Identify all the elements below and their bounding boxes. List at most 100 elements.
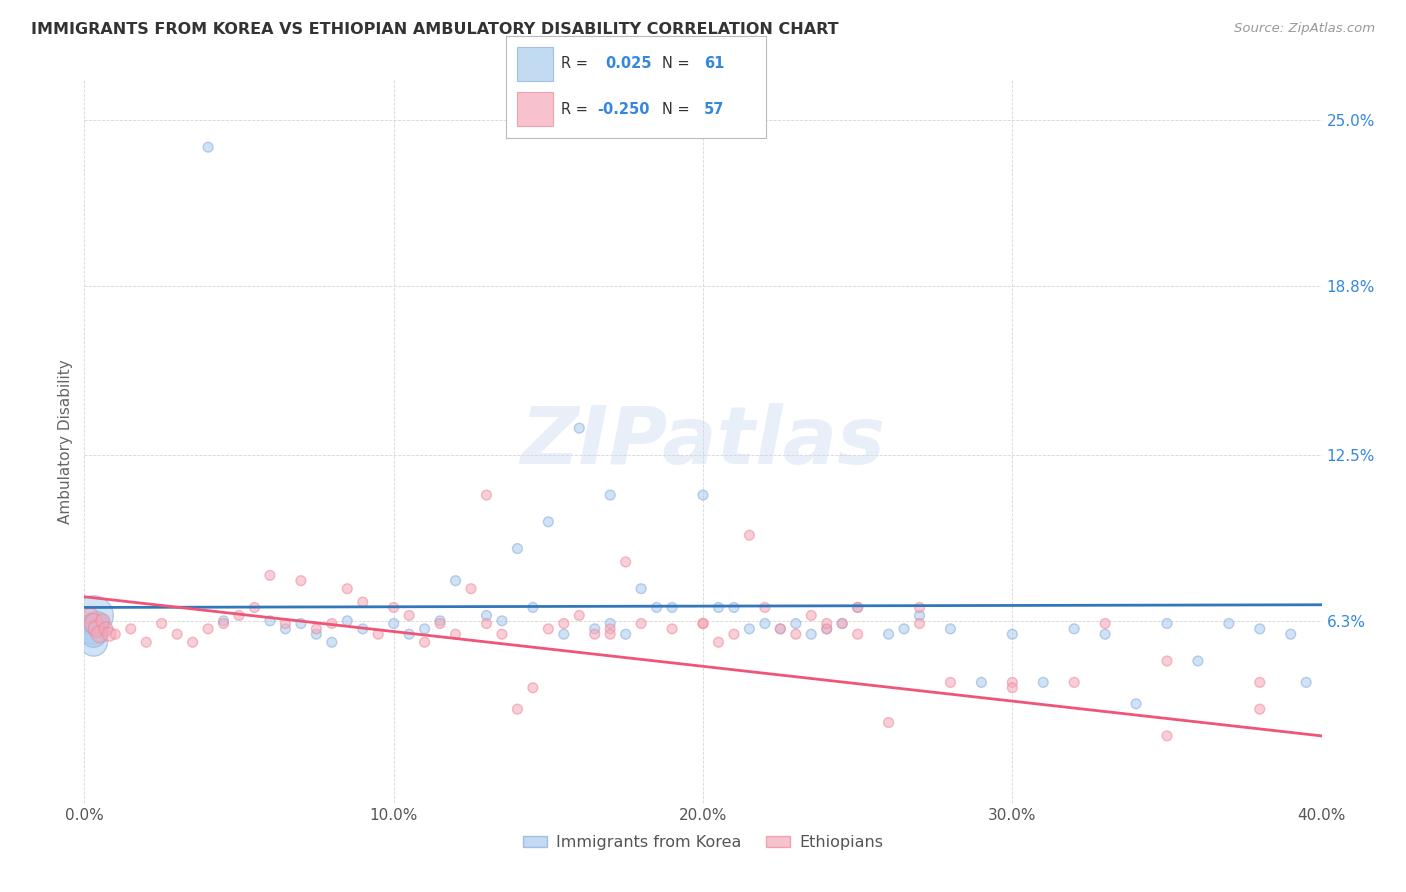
- Point: [197, 622, 219, 636]
- Point: [290, 616, 312, 631]
- Legend: Immigrants from Korea, Ethiopians: Immigrants from Korea, Ethiopians: [516, 829, 890, 856]
- Point: [1187, 654, 1209, 668]
- Point: [321, 616, 343, 631]
- Point: [846, 627, 869, 641]
- Point: [86, 616, 108, 631]
- Point: [939, 622, 962, 636]
- Point: [104, 627, 127, 641]
- Point: [707, 600, 730, 615]
- Text: -0.250: -0.250: [598, 102, 650, 117]
- Point: [877, 715, 900, 730]
- Point: [815, 616, 838, 631]
- Text: 0.025: 0.025: [605, 56, 651, 71]
- Point: [98, 627, 121, 641]
- Point: [197, 140, 219, 154]
- Point: [645, 600, 668, 615]
- Point: [599, 488, 621, 502]
- Point: [94, 622, 117, 636]
- Point: [259, 614, 281, 628]
- Point: [1279, 627, 1302, 641]
- Point: [1001, 627, 1024, 641]
- Point: [754, 616, 776, 631]
- Point: [475, 488, 498, 502]
- Point: [321, 635, 343, 649]
- Point: [754, 600, 776, 615]
- Point: [166, 627, 188, 641]
- Text: N =: N =: [662, 56, 690, 71]
- Point: [553, 616, 575, 631]
- Point: [831, 616, 853, 631]
- Point: [630, 616, 652, 631]
- Point: [429, 616, 451, 631]
- Point: [970, 675, 993, 690]
- Point: [769, 622, 792, 636]
- Point: [692, 616, 714, 631]
- Point: [599, 622, 621, 636]
- Point: [908, 616, 931, 631]
- Point: [939, 675, 962, 690]
- Point: [460, 582, 482, 596]
- Bar: [516, 92, 553, 126]
- Point: [352, 595, 374, 609]
- Point: [367, 627, 389, 641]
- Point: [614, 555, 637, 569]
- Point: [1094, 627, 1116, 641]
- Point: [150, 616, 173, 631]
- Point: [181, 635, 204, 649]
- Point: [83, 627, 105, 641]
- Point: [1001, 675, 1024, 690]
- Point: [1249, 675, 1271, 690]
- Point: [769, 622, 792, 636]
- Point: [1295, 675, 1317, 690]
- Point: [228, 608, 250, 623]
- Point: [522, 681, 544, 695]
- Point: [429, 614, 451, 628]
- Text: 61: 61: [704, 56, 724, 71]
- Point: [583, 622, 606, 636]
- Point: [506, 541, 529, 556]
- Point: [475, 616, 498, 631]
- Point: [614, 627, 637, 641]
- Point: [785, 627, 807, 641]
- Point: [599, 627, 621, 641]
- Point: [83, 635, 105, 649]
- Point: [120, 622, 142, 636]
- Point: [79, 608, 101, 623]
- Point: [305, 627, 328, 641]
- Point: [815, 622, 838, 636]
- Point: [1249, 702, 1271, 716]
- Point: [491, 627, 513, 641]
- Text: R =: R =: [561, 56, 588, 71]
- Point: [290, 574, 312, 588]
- Point: [83, 622, 105, 636]
- Point: [1156, 616, 1178, 631]
- Point: [568, 421, 591, 435]
- Point: [583, 627, 606, 641]
- Point: [1063, 622, 1085, 636]
- Point: [413, 622, 436, 636]
- Y-axis label: Ambulatory Disability: Ambulatory Disability: [58, 359, 73, 524]
- Point: [738, 528, 761, 542]
- Point: [537, 515, 560, 529]
- Point: [506, 702, 529, 716]
- Point: [630, 582, 652, 596]
- Point: [1125, 697, 1147, 711]
- Point: [382, 616, 405, 631]
- Text: IMMIGRANTS FROM KOREA VS ETHIOPIAN AMBULATORY DISABILITY CORRELATION CHART: IMMIGRANTS FROM KOREA VS ETHIOPIAN AMBUL…: [31, 22, 838, 37]
- Point: [89, 627, 111, 641]
- Point: [537, 622, 560, 636]
- Point: [475, 608, 498, 623]
- Point: [723, 627, 745, 641]
- Point: [382, 600, 405, 615]
- Text: Source: ZipAtlas.com: Source: ZipAtlas.com: [1234, 22, 1375, 36]
- Point: [398, 608, 420, 623]
- Point: [352, 622, 374, 636]
- Point: [800, 608, 823, 623]
- Point: [1001, 681, 1024, 695]
- Point: [846, 600, 869, 615]
- Point: [83, 616, 105, 631]
- Text: R =: R =: [561, 102, 588, 117]
- Point: [661, 600, 683, 615]
- Point: [877, 627, 900, 641]
- Point: [661, 622, 683, 636]
